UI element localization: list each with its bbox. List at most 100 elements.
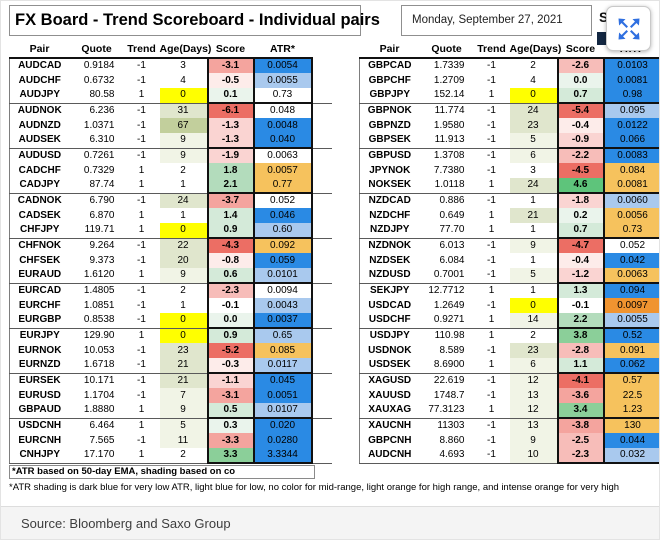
score-cell: -2.5 bbox=[556, 433, 605, 448]
empty-cell bbox=[312, 238, 332, 253]
quote-cell: 7.7380 bbox=[433, 164, 465, 176]
pair-cell: EURNOK bbox=[9, 343, 70, 358]
table-row: CADCHF 0.7329 1 2 1.8 0.0057 bbox=[9, 163, 332, 178]
trend-cell: -1 bbox=[487, 434, 496, 446]
trend-cell: -1 bbox=[487, 104, 496, 116]
age-cell: 9 bbox=[159, 148, 208, 163]
table-row: USDCHF 0.9271 1 14 2.2 0.0055 bbox=[359, 313, 659, 329]
quote-cell: 0.9184 bbox=[83, 60, 115, 71]
table-row: USDCNH 6.464 1 5 0.3 0.020 bbox=[9, 418, 332, 433]
trend-cell: -1 bbox=[473, 448, 510, 464]
atr-cell: 22.5 bbox=[603, 388, 659, 403]
score-cell: -1.3 bbox=[206, 118, 255, 133]
score-cell: 3.3 bbox=[206, 448, 255, 464]
age-cell: 7 bbox=[159, 388, 208, 403]
pair-cell: USDCNH bbox=[9, 418, 70, 433]
pair-cell: XAGUSD bbox=[359, 373, 420, 388]
age-cell: 9 bbox=[159, 268, 208, 284]
atr-cell: 0.044 bbox=[603, 433, 659, 448]
score-cell: -0.4 bbox=[556, 253, 605, 268]
empty-cell bbox=[312, 103, 332, 118]
quote-cell: 6.013 bbox=[439, 239, 465, 251]
col-header-quote: Quote bbox=[419, 41, 474, 59]
quote-cell: 77.3123 bbox=[419, 403, 474, 419]
age-cell: 24 bbox=[159, 193, 208, 208]
table-row: NZDCHF 0.649 1 21 0.2 0.0056 bbox=[359, 208, 659, 223]
pair-cell: GBPCNH bbox=[359, 433, 420, 448]
trend-cell: -1 bbox=[137, 194, 146, 206]
age-cell: 2 bbox=[159, 283, 208, 298]
empty-cell bbox=[312, 433, 332, 448]
quote-cell: 9.264 bbox=[89, 239, 115, 251]
pair-cell: AUDJPY bbox=[9, 88, 70, 104]
quote-cell: 6.790 bbox=[89, 194, 115, 206]
pair-cell: NZDUSD bbox=[359, 268, 420, 284]
quote-cell: 0.886 bbox=[439, 194, 465, 206]
age-cell: 67 bbox=[159, 118, 208, 133]
table-row: GBPUSD 1.3708 -1 6 -2.2 0.0083 bbox=[359, 148, 659, 163]
atr-cell: 0.0054 bbox=[253, 58, 313, 73]
age-cell: 1 bbox=[509, 283, 558, 298]
quote-cell: 1748.7 bbox=[433, 389, 465, 401]
pair-cell: CHFNOK bbox=[9, 238, 70, 253]
atr-cell: 0.062 bbox=[603, 358, 659, 374]
table-row: GBPCHF 1.2709 -1 4 0.0 0.0081 bbox=[359, 73, 659, 88]
pair-cell: AUDCNH bbox=[359, 448, 420, 464]
age-cell: 24 bbox=[509, 103, 558, 118]
pair-cell: USDJPY bbox=[359, 328, 420, 343]
expand-button[interactable] bbox=[606, 6, 651, 51]
age-cell: 4 bbox=[509, 73, 558, 88]
atr-cell: 0.059 bbox=[253, 253, 313, 268]
atr-cell: 0.0280 bbox=[253, 433, 313, 448]
table-header-row: Pair Quote Trend Age(Days) Score ATR* bbox=[9, 41, 332, 59]
age-cell: 1 bbox=[509, 223, 558, 239]
atr-cell: 0.0057 bbox=[253, 163, 313, 178]
empty-cell bbox=[312, 58, 332, 73]
atr-cell: 0.60 bbox=[253, 223, 313, 239]
empty-cell bbox=[311, 178, 332, 194]
pair-cell: CHFSEK bbox=[9, 253, 70, 268]
table-row: EURJPY 129.90 1 0 0.9 0.65 bbox=[9, 328, 332, 343]
age-cell: 24 bbox=[509, 178, 558, 194]
quote-cell: 22.619 bbox=[433, 374, 465, 386]
pair-cell: GBPAUD bbox=[9, 403, 70, 419]
score-cell: 0.2 bbox=[556, 208, 605, 223]
atr-cell: 0.052 bbox=[253, 193, 313, 208]
atr-cell: 0.032 bbox=[603, 448, 659, 464]
table-row: EURAUD 1.6120 1 9 0.6 0.0101 bbox=[9, 268, 332, 284]
age-cell: 20 bbox=[159, 253, 208, 268]
table-row: AUDCNH 4.693 -1 10 -2.3 0.032 bbox=[359, 448, 659, 464]
atr-cell: 0.048 bbox=[253, 103, 313, 118]
empty-cell bbox=[312, 328, 332, 343]
age-cell: 5 bbox=[159, 418, 208, 433]
quote-cell: 0.7001 bbox=[419, 268, 474, 284]
col-header-quote: Quote bbox=[69, 41, 124, 59]
score-cell: -1.1 bbox=[206, 373, 255, 388]
atr-cell: 0.094 bbox=[603, 283, 659, 298]
pair-cell: NZDCHF bbox=[359, 208, 420, 223]
quote-cell: 6.464 bbox=[89, 419, 115, 431]
empty-cell bbox=[312, 73, 332, 88]
table-row: USDSEK 8.6900 1 6 1.1 0.062 bbox=[359, 358, 659, 374]
age-cell: 9 bbox=[509, 433, 558, 448]
trend-cell: 1 bbox=[123, 223, 160, 239]
empty-cell bbox=[312, 298, 332, 313]
trend-cell: -1 bbox=[487, 164, 496, 176]
age-cell: 9 bbox=[159, 133, 208, 149]
atr-cell: 0.0081 bbox=[603, 73, 659, 88]
trend-cell: 1 bbox=[138, 419, 145, 431]
empty-cell bbox=[311, 358, 332, 374]
trend-cell: 1 bbox=[473, 358, 510, 374]
quote-cell: 4.693 bbox=[419, 448, 474, 464]
quote-cell: 12.7712 bbox=[428, 284, 465, 296]
trend-cell: -1 bbox=[123, 133, 160, 149]
atr-cell: 0.0117 bbox=[253, 358, 313, 374]
quote-cell: 6.084 bbox=[439, 254, 465, 266]
score-cell: 0.7 bbox=[556, 223, 605, 239]
score-cell: 3.4 bbox=[556, 403, 605, 419]
quote-cell: 152.14 bbox=[419, 88, 474, 104]
col-header-pair: Pair bbox=[9, 41, 70, 59]
trend-cell: 1 bbox=[123, 178, 160, 194]
score-cell: 0.0 bbox=[556, 73, 605, 88]
table-row: EURCNH 7.565 -1 11 -3.3 0.0280 bbox=[9, 433, 332, 448]
